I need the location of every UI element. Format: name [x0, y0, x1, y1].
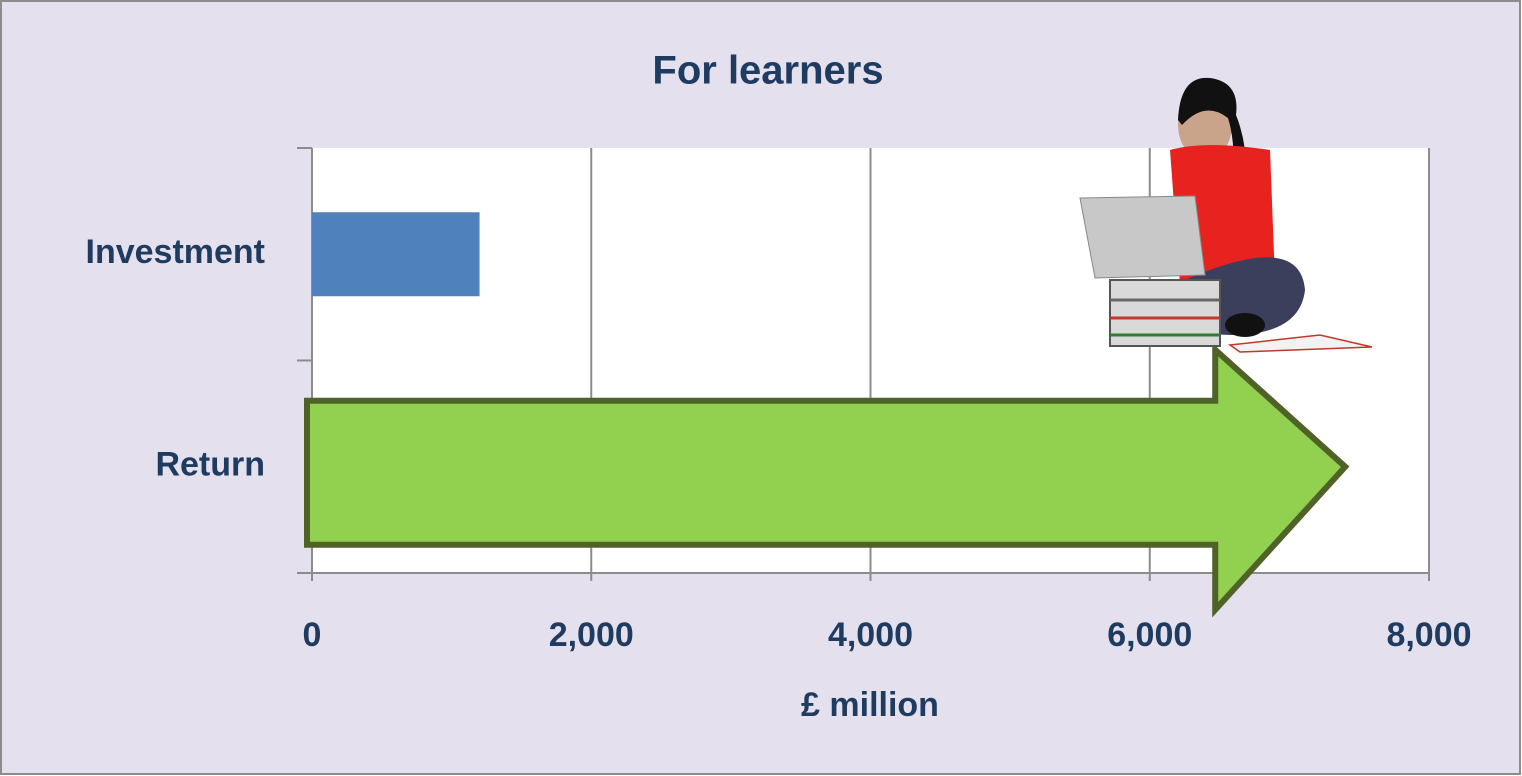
y-tick-label: Return [155, 446, 265, 484]
x-tick-label: 0 [303, 616, 322, 654]
y-tick-label: Investment [86, 233, 266, 271]
x-axis-title: £ million [801, 686, 939, 724]
x-tick-label: 6,000 [1107, 616, 1192, 654]
x-tick-label: 4,000 [828, 616, 913, 654]
x-tick-label: 2,000 [549, 616, 634, 654]
chart-title: For learners [652, 49, 883, 93]
chart: For learners £ million 0 2,000 4,000 6,000 8… [0, 0, 1522, 776]
x-tick-label: 8,000 [1386, 616, 1471, 654]
bar [312, 212, 480, 296]
